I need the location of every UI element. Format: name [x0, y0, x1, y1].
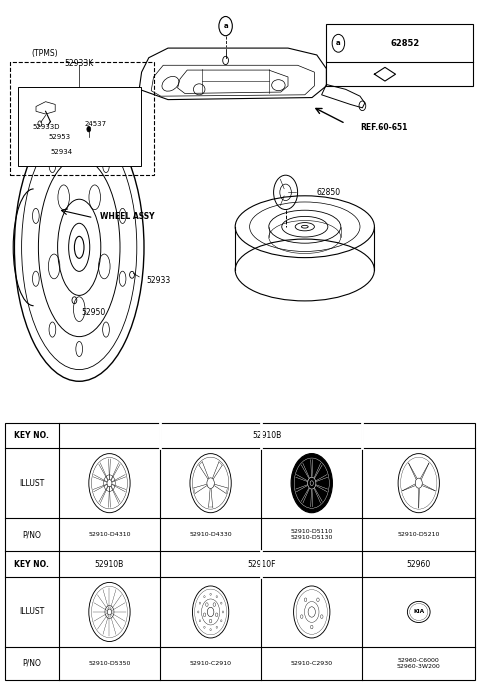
Circle shape: [291, 453, 332, 513]
Text: 52934: 52934: [50, 149, 72, 155]
Text: 52910-D5210: 52910-D5210: [397, 532, 440, 537]
Text: 52910-D5350: 52910-D5350: [88, 661, 131, 666]
FancyBboxPatch shape: [326, 24, 473, 86]
Text: 62852: 62852: [391, 38, 420, 48]
Text: 52910B: 52910B: [95, 560, 124, 569]
Text: KIA: KIA: [413, 609, 424, 614]
Circle shape: [87, 126, 91, 132]
Text: 52910-C2910: 52910-C2910: [190, 661, 232, 666]
Text: P/NO: P/NO: [23, 530, 41, 539]
Text: 52910-D4330: 52910-D4330: [189, 532, 232, 537]
Text: 52953: 52953: [49, 135, 71, 140]
Text: 52910F: 52910F: [247, 560, 276, 569]
Text: 52933K: 52933K: [65, 58, 94, 68]
Text: 52910-C2930: 52910-C2930: [291, 661, 333, 666]
Text: 52910-D5110
52910-D5130: 52910-D5110 52910-D5130: [290, 529, 333, 540]
FancyBboxPatch shape: [18, 87, 141, 166]
Text: KEY NO.: KEY NO.: [14, 431, 49, 440]
Text: 52910B: 52910B: [252, 431, 282, 440]
Text: 24537: 24537: [85, 121, 107, 126]
Text: 52960: 52960: [407, 560, 431, 569]
Text: REF.60-651: REF.60-651: [360, 123, 408, 133]
Text: 52910-D4310: 52910-D4310: [88, 532, 131, 537]
Text: a: a: [336, 41, 341, 46]
Text: 52933D: 52933D: [33, 124, 60, 130]
Text: 52933: 52933: [146, 275, 170, 285]
Text: WHEEL ASSY: WHEEL ASSY: [100, 212, 155, 221]
Text: ILLUST: ILLUST: [19, 607, 45, 616]
Text: P/NO: P/NO: [23, 659, 41, 668]
Text: KEY NO.: KEY NO.: [14, 560, 49, 569]
Text: a: a: [223, 23, 228, 29]
FancyBboxPatch shape: [10, 62, 154, 175]
Text: 62850: 62850: [317, 188, 341, 197]
Text: ILLUST: ILLUST: [19, 479, 45, 488]
Text: 52960-C6000
52960-3W200: 52960-C6000 52960-3W200: [397, 658, 441, 669]
Text: 52950: 52950: [82, 308, 106, 317]
Text: (TPMS): (TPMS): [31, 49, 58, 58]
